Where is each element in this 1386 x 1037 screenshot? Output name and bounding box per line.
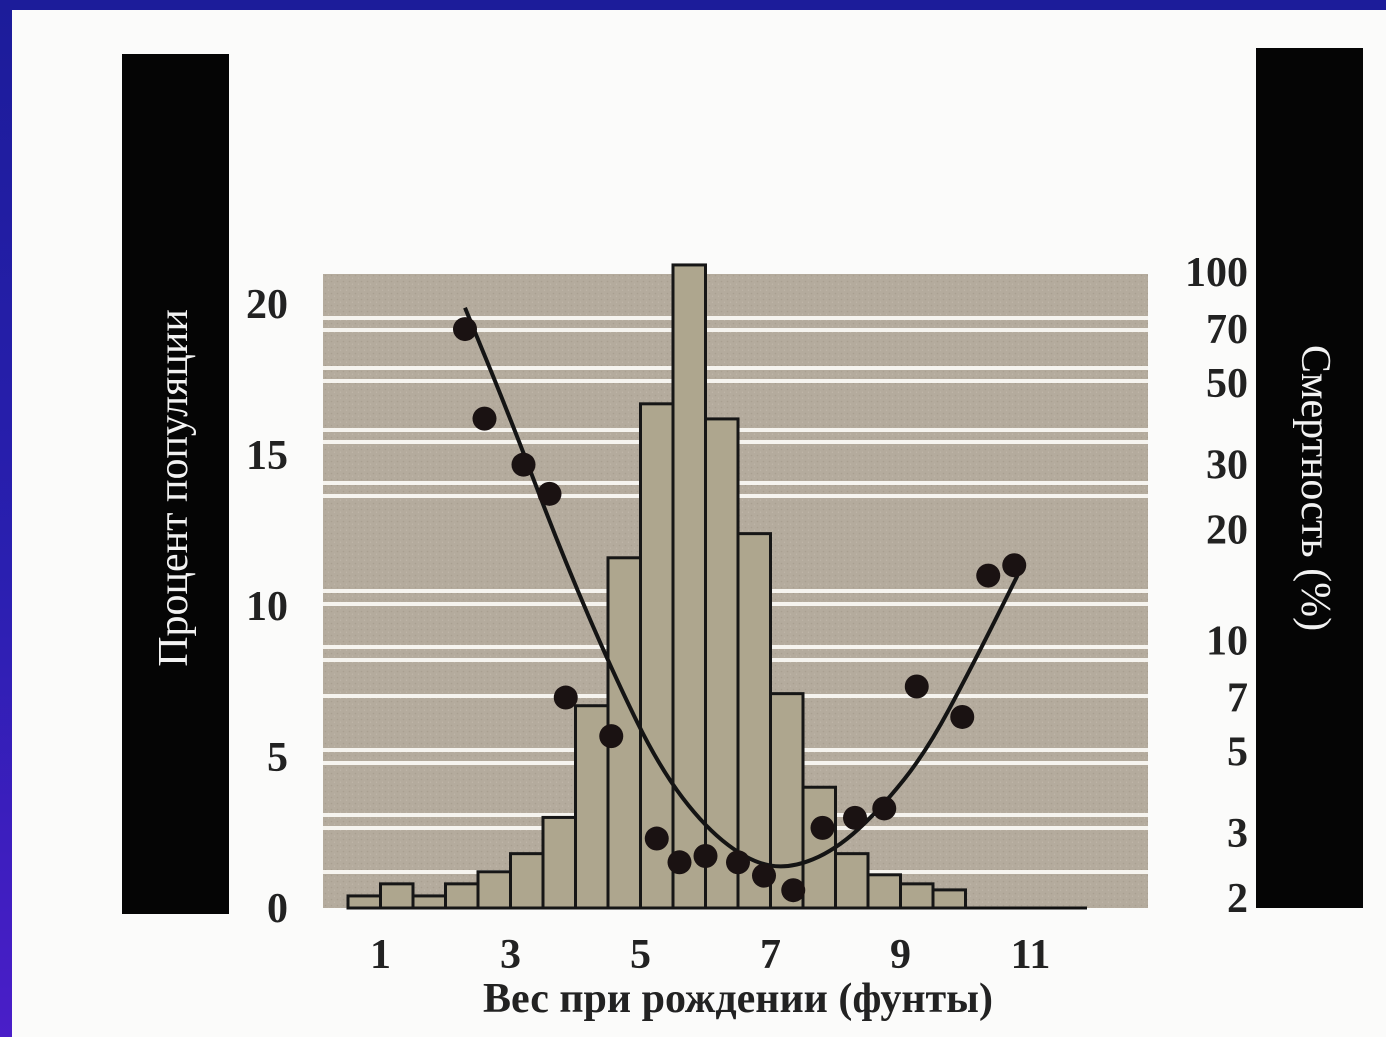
population-bar — [574, 704, 610, 910]
population-bar — [834, 852, 870, 910]
y-left-tick-label: 20 — [246, 282, 288, 328]
slide: Процент популяции Смертность (%) 0 5 10 15 2… — [12, 10, 1386, 1037]
population-bar — [704, 417, 740, 910]
mortality-point — [904, 674, 929, 699]
mortality-point — [781, 878, 806, 903]
y-right-tick-label: 2 — [1227, 876, 1248, 922]
population-bar — [444, 882, 480, 910]
population-bar — [931, 888, 967, 910]
mortality-fit-curve — [463, 306, 1020, 869]
x-tick-label: 3 — [500, 932, 521, 978]
y-right-tick-label: 100 — [1185, 250, 1248, 296]
x-axis-label: Вес при рождении (фунты) — [483, 976, 993, 1022]
y-left-axis-label: Процент популяции — [151, 309, 197, 667]
y-right-axis-label: Смертность (%) — [1292, 345, 1338, 631]
population-bar — [671, 263, 707, 910]
mortality-point — [752, 863, 776, 888]
left-label-bar — [122, 54, 229, 914]
x-tick-label: 1 — [370, 932, 391, 978]
birth-weight-chart: Процент популяции Смертность (%) 0510152… — [122, 48, 1363, 1022]
population-bar — [801, 785, 837, 910]
y-right-tick-label: 3 — [1227, 811, 1248, 857]
mortality-point — [553, 685, 578, 710]
population-bar — [541, 815, 577, 910]
mortality-point — [1002, 553, 1027, 578]
y-right-tick-label: 10 — [1206, 618, 1248, 664]
y-right-tick-label: 7 — [1227, 676, 1248, 722]
population-bars — [346, 263, 967, 910]
y-right-tick-label: 70 — [1206, 307, 1248, 353]
mortality-point — [810, 815, 835, 840]
y-right-tick-label: 5 — [1227, 729, 1248, 775]
population-bar — [736, 532, 772, 910]
y-right-tick-label: 20 — [1206, 508, 1248, 554]
mortality-points — [453, 317, 1027, 903]
mortality-point — [472, 406, 497, 431]
mortality-point — [726, 850, 750, 875]
mortality-point — [599, 724, 624, 749]
population-bar — [899, 882, 935, 910]
y-right-tick-label: 50 — [1206, 361, 1248, 407]
y-left-tick-label: 0 — [267, 886, 288, 932]
y-left-tick-label: 5 — [267, 735, 288, 781]
mortality-point — [950, 704, 975, 729]
x-tick-label: 5 — [630, 932, 651, 978]
population-bar — [769, 692, 805, 910]
x-ticks: 1 3 5 7 9 11 — [370, 932, 1050, 978]
y-left-tick-label: 15 — [246, 433, 288, 479]
population-bar — [411, 894, 447, 910]
x-tick-label: 11 — [1011, 932, 1051, 978]
mortality-point — [537, 481, 562, 506]
population-bar — [476, 870, 512, 910]
population-bar — [509, 852, 545, 910]
right-label-bar — [1256, 48, 1363, 908]
population-bar — [639, 402, 675, 910]
y-left-tick-label: 10 — [246, 584, 288, 630]
x-tick-label: 7 — [760, 932, 781, 978]
mortality-point — [453, 317, 477, 342]
mortality-point — [667, 850, 692, 875]
population-bar — [346, 894, 382, 910]
mortality-point — [872, 796, 897, 821]
mortality-point — [843, 805, 867, 830]
population-bar — [866, 873, 902, 910]
mortality-point — [511, 452, 536, 477]
mortality-point — [693, 844, 718, 869]
x-tick-label: 9 — [890, 932, 911, 978]
population-bar — [379, 882, 415, 910]
y-left-ticks: 0 5 10 15 20 — [246, 282, 288, 932]
mortality-point — [976, 563, 1001, 588]
y-right-ticks: 2 3 5 7 10 20 30 50 70 100 — [1185, 250, 1248, 922]
y-right-tick-label: 30 — [1206, 443, 1248, 489]
mortality-point — [644, 826, 669, 851]
